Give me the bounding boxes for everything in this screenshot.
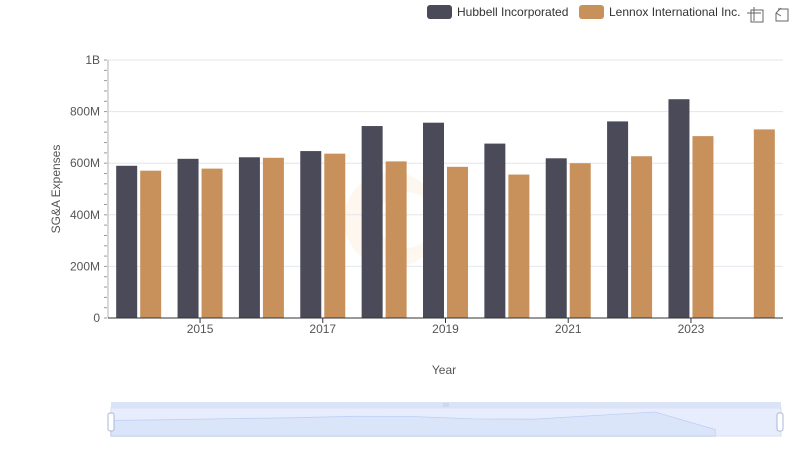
datazoom-left-handle[interactable]	[107, 412, 115, 432]
y-tick-label: 800M	[70, 105, 100, 119]
legend-swatch-lennox[interactable]	[579, 5, 604, 19]
bar-hubbell-2023[interactable]	[668, 99, 690, 318]
bar-lennox-2022[interactable]	[631, 156, 653, 318]
x-tick-label: 2017	[309, 322, 336, 336]
bar-lennox-2021[interactable]	[569, 163, 591, 318]
bar-lennox-2018[interactable]	[385, 161, 407, 318]
legend-label-lennox[interactable]: Lennox International Inc.	[609, 5, 740, 19]
bar-lennox-2023[interactable]	[692, 136, 714, 318]
zoom-crosshair-icon[interactable]	[747, 7, 764, 23]
restore-icon[interactable]	[775, 7, 789, 22]
legend[interactable]: Hubbell Incorporated Lennox Internationa…	[427, 5, 740, 19]
y-tick-label: 600M	[70, 156, 100, 170]
legend-label-hubbell[interactable]: Hubbell Incorporated	[457, 5, 568, 19]
bar-lennox-2016[interactable]	[262, 157, 284, 318]
bar-hubbell-2019[interactable]	[423, 122, 444, 318]
legend-swatch-hubbell[interactable]	[427, 5, 452, 19]
datazoom-right-handle[interactable]	[776, 412, 784, 432]
bar-lennox-2019[interactable]	[447, 166, 468, 318]
bar-lennox-2017[interactable]	[324, 153, 346, 318]
y-tick-label: 1B	[85, 53, 100, 67]
bar-hubbell-2022[interactable]	[607, 121, 629, 319]
bar-lennox-2014[interactable]	[140, 170, 162, 318]
bar-lennox-2020[interactable]	[508, 174, 530, 318]
axes: 0 200M 400M 600M 800M 1B 2015 2017 2019 2021 2023	[70, 53, 783, 336]
bar-hubbell-2017[interactable]	[300, 151, 322, 318]
x-tick-label: 2015	[187, 322, 214, 336]
bars	[116, 99, 775, 319]
x-tick-label: 2023	[678, 322, 705, 336]
y-tick-label: 200M	[70, 259, 100, 273]
y-axis-title: SG&A Expenses	[49, 145, 63, 234]
datazoom-selection[interactable]	[111, 408, 781, 436]
bar-hubbell-2015[interactable]	[177, 158, 199, 318]
bar-hubbell-2016[interactable]	[238, 157, 260, 318]
y-tick-label: 400M	[70, 208, 100, 222]
bar-lennox-2024[interactable]	[753, 129, 775, 318]
bar-lennox-2015[interactable]	[201, 168, 223, 318]
x-axis-title: Year	[432, 363, 456, 377]
bar-hubbell-2014[interactable]	[116, 165, 138, 318]
x-tick-label: 2021	[555, 322, 582, 336]
bar-hubbell-2021[interactable]	[545, 158, 567, 318]
bar-hubbell-2018[interactable]	[361, 126, 383, 318]
datazoom-move-handle-icon[interactable]	[443, 403, 449, 407]
y-tick-label: 0	[93, 311, 100, 325]
x-tick-label: 2019	[432, 322, 459, 336]
bar-hubbell-2020[interactable]	[484, 143, 506, 318]
datazoom-slider[interactable]	[107, 402, 784, 437]
